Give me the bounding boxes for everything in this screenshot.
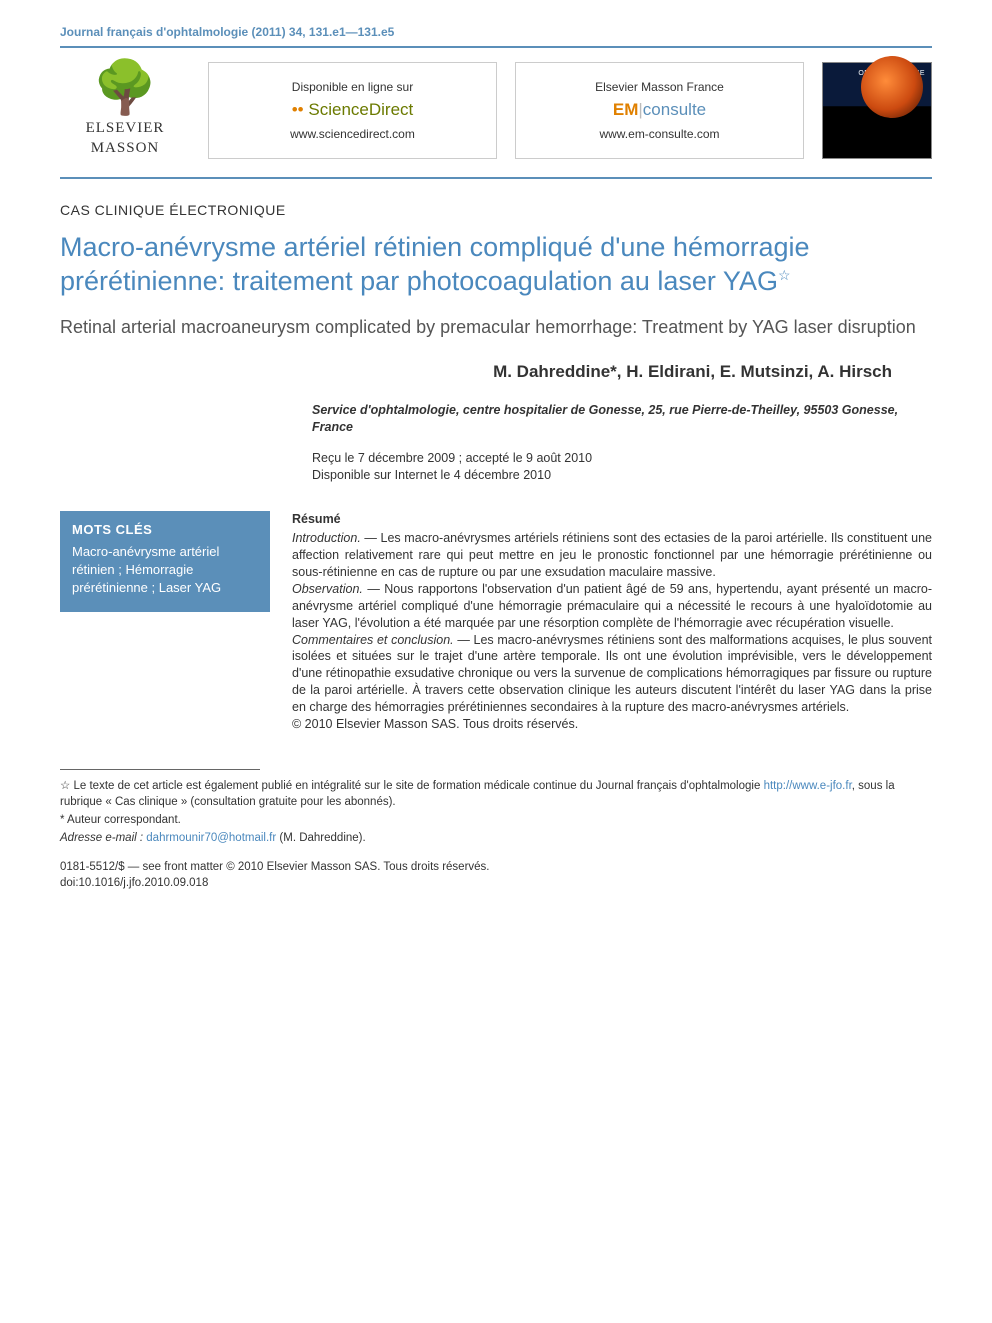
keywords-box: MOTS CLÉS Macro-anévrysme artériel rétin… <box>60 511 270 611</box>
journal-reference: Journal français d'ophtalmologie (2011) … <box>60 24 932 40</box>
header-row: 🌳 ELSEVIER MASSON Disponible en ligne su… <box>60 62 932 159</box>
emconsulte-box: Elsevier Masson France EM|consulte www.e… <box>515 62 804 159</box>
site-boxes: Disponible en ligne sur •• ScienceDirect… <box>208 62 804 159</box>
keywords-heading: MOTS CLÉS <box>72 521 258 539</box>
article-title-english: Retinal arterial macroaneurysm complicat… <box>60 315 932 339</box>
footnote-email-link[interactable]: dahrmounir70@hotmail.fr <box>146 832 276 844</box>
doi-line: doi:10.1016/j.jfo.2010.09.018 <box>60 876 932 892</box>
em-url[interactable]: www.em-consulte.com <box>528 126 791 142</box>
abstract-copyright: © 2010 Elsevier Masson SAS. Tous droits … <box>292 716 932 733</box>
abstract-observation: Observation. — Nous rapportons l'observa… <box>292 581 932 632</box>
abstract-heading: Résumé <box>292 511 932 528</box>
sd-url[interactable]: www.sciencedirect.com <box>221 126 484 142</box>
em-topline: Elsevier Masson France <box>528 79 791 95</box>
retina-image-icon <box>861 56 923 118</box>
issn-line: 0181-5512/$ — see front matter © 2010 El… <box>60 860 932 876</box>
keywords-abstract-row: MOTS CLÉS Macro-anévrysme artériel rétin… <box>60 511 932 732</box>
footnotes: ☆ Le texte de cet article est également … <box>60 778 932 846</box>
affiliation: Service d'ophtalmologie, centre hospital… <box>312 402 932 436</box>
publisher-name: ELSEVIER MASSON <box>86 118 165 159</box>
publisher-logo: 🌳 ELSEVIER MASSON <box>60 62 190 159</box>
abstract-conclusion: Commentaires et conclusion. — Les macro-… <box>292 632 932 716</box>
article-title-french: Macro-anévrysme artériel rétinien compli… <box>60 230 932 299</box>
footnote-divider <box>60 769 260 770</box>
copyright-block: 0181-5512/$ — see front matter © 2010 El… <box>60 860 932 891</box>
sd-brand: •• ScienceDirect <box>221 99 484 122</box>
article-type: CAS CLINIQUE ÉLECTRONIQUE <box>60 201 932 220</box>
article-dates: Reçu le 7 décembre 2009 ; accepté le 9 a… <box>312 450 932 484</box>
footnote-email: Adresse e-mail : dahrmounir70@hotmail.fr… <box>60 830 932 846</box>
top-divider <box>60 46 932 48</box>
sd-topline: Disponible en ligne sur <box>221 79 484 95</box>
sd-dots-icon: •• <box>292 100 304 119</box>
abstract-column: Résumé Introduction. — Les macro-anévrys… <box>292 511 932 732</box>
footnote-link-ejfo[interactable]: http://www.e-jfo.fr <box>764 780 852 792</box>
title-footnote-star: ☆ <box>778 267 791 283</box>
authors-line: M. Dahreddine*, H. Eldirani, E. Mutsinzi… <box>60 361 932 384</box>
em-brand: EM|consulte <box>528 99 791 122</box>
sciencedirect-box: Disponible en ligne sur •• ScienceDirect… <box>208 62 497 159</box>
journal-cover-thumbnail: OPHTALMOLOGIE <box>822 62 932 159</box>
footnote-corresponding: * Auteur correspondant. <box>60 812 932 828</box>
abstract-intro: Introduction. — Les macro-anévrysmes art… <box>292 530 932 581</box>
elsevier-tree-icon: 🌳 <box>93 62 158 114</box>
footnote-star: ☆ Le texte de cet article est également … <box>60 778 932 810</box>
header-bottom-divider <box>60 177 932 179</box>
keywords-list: Macro-anévrysme artériel rétinien ; Hémo… <box>72 543 258 598</box>
